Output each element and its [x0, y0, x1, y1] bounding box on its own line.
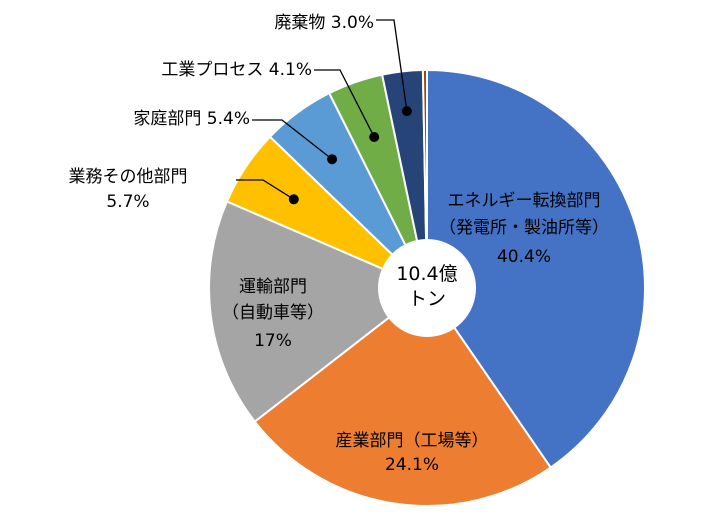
- slice-label-1-line-0: 産業部門（工場等）: [336, 431, 489, 451]
- slice-label-4-line-0: 家庭部門 5.4%: [133, 109, 250, 129]
- pie-slices: [208, 68, 646, 507]
- slice-label-5-line-0: 工業プロセス 4.1%: [161, 60, 312, 80]
- slice-label-2-line-0: 運輸部門: [239, 277, 307, 297]
- leader-line-5: [314, 69, 375, 138]
- leader-dot-4: [327, 154, 338, 165]
- slice-value-0: 40.4%: [497, 247, 551, 267]
- center-hole: [378, 239, 476, 337]
- slice-label-0-line-0: エネルギー転換部門: [448, 191, 601, 211]
- leader-line-6: [376, 19, 408, 112]
- slice-value-6: 3.0%: [331, 13, 374, 33]
- slice-label-3-line-0: 業務その他部門: [69, 167, 188, 187]
- slice-label-6-line-0: 廃棄物 3.0%: [274, 13, 374, 33]
- pie-slice-7: [421, 68, 428, 289]
- leader-dot-6: [401, 106, 412, 117]
- slice-label-0-line-1: （発電所・製油所等）: [439, 218, 609, 238]
- pie-slice-2: [208, 200, 429, 424]
- leader-line-3: [236, 179, 295, 200]
- leader-line-4: [252, 119, 333, 160]
- leader-dot-3: [288, 194, 299, 205]
- slice-value-1: 24.1%: [385, 455, 439, 475]
- leader-dot-5: [369, 132, 380, 142]
- slice-value-5: 4.1%: [269, 60, 312, 80]
- pie-slice-1: [253, 286, 553, 507]
- slice-labels: エネルギー転換部門 （発電所・製油所等） 40.4% 産業部門（工場等） 24.1% 運輸…: [69, 13, 610, 475]
- pie-slice-0: [426, 68, 646, 469]
- leader-lines: [236, 19, 412, 205]
- slice-value-4: 5.4%: [207, 109, 250, 129]
- center-label-line-2: トン: [408, 288, 446, 310]
- slice-label-2-line-1: （自動車等）: [222, 303, 324, 323]
- slice-value-2: 17%: [254, 331, 292, 351]
- center-label-line-1: 10.4億: [396, 263, 457, 285]
- slice-value-3: 5.7%: [106, 192, 149, 212]
